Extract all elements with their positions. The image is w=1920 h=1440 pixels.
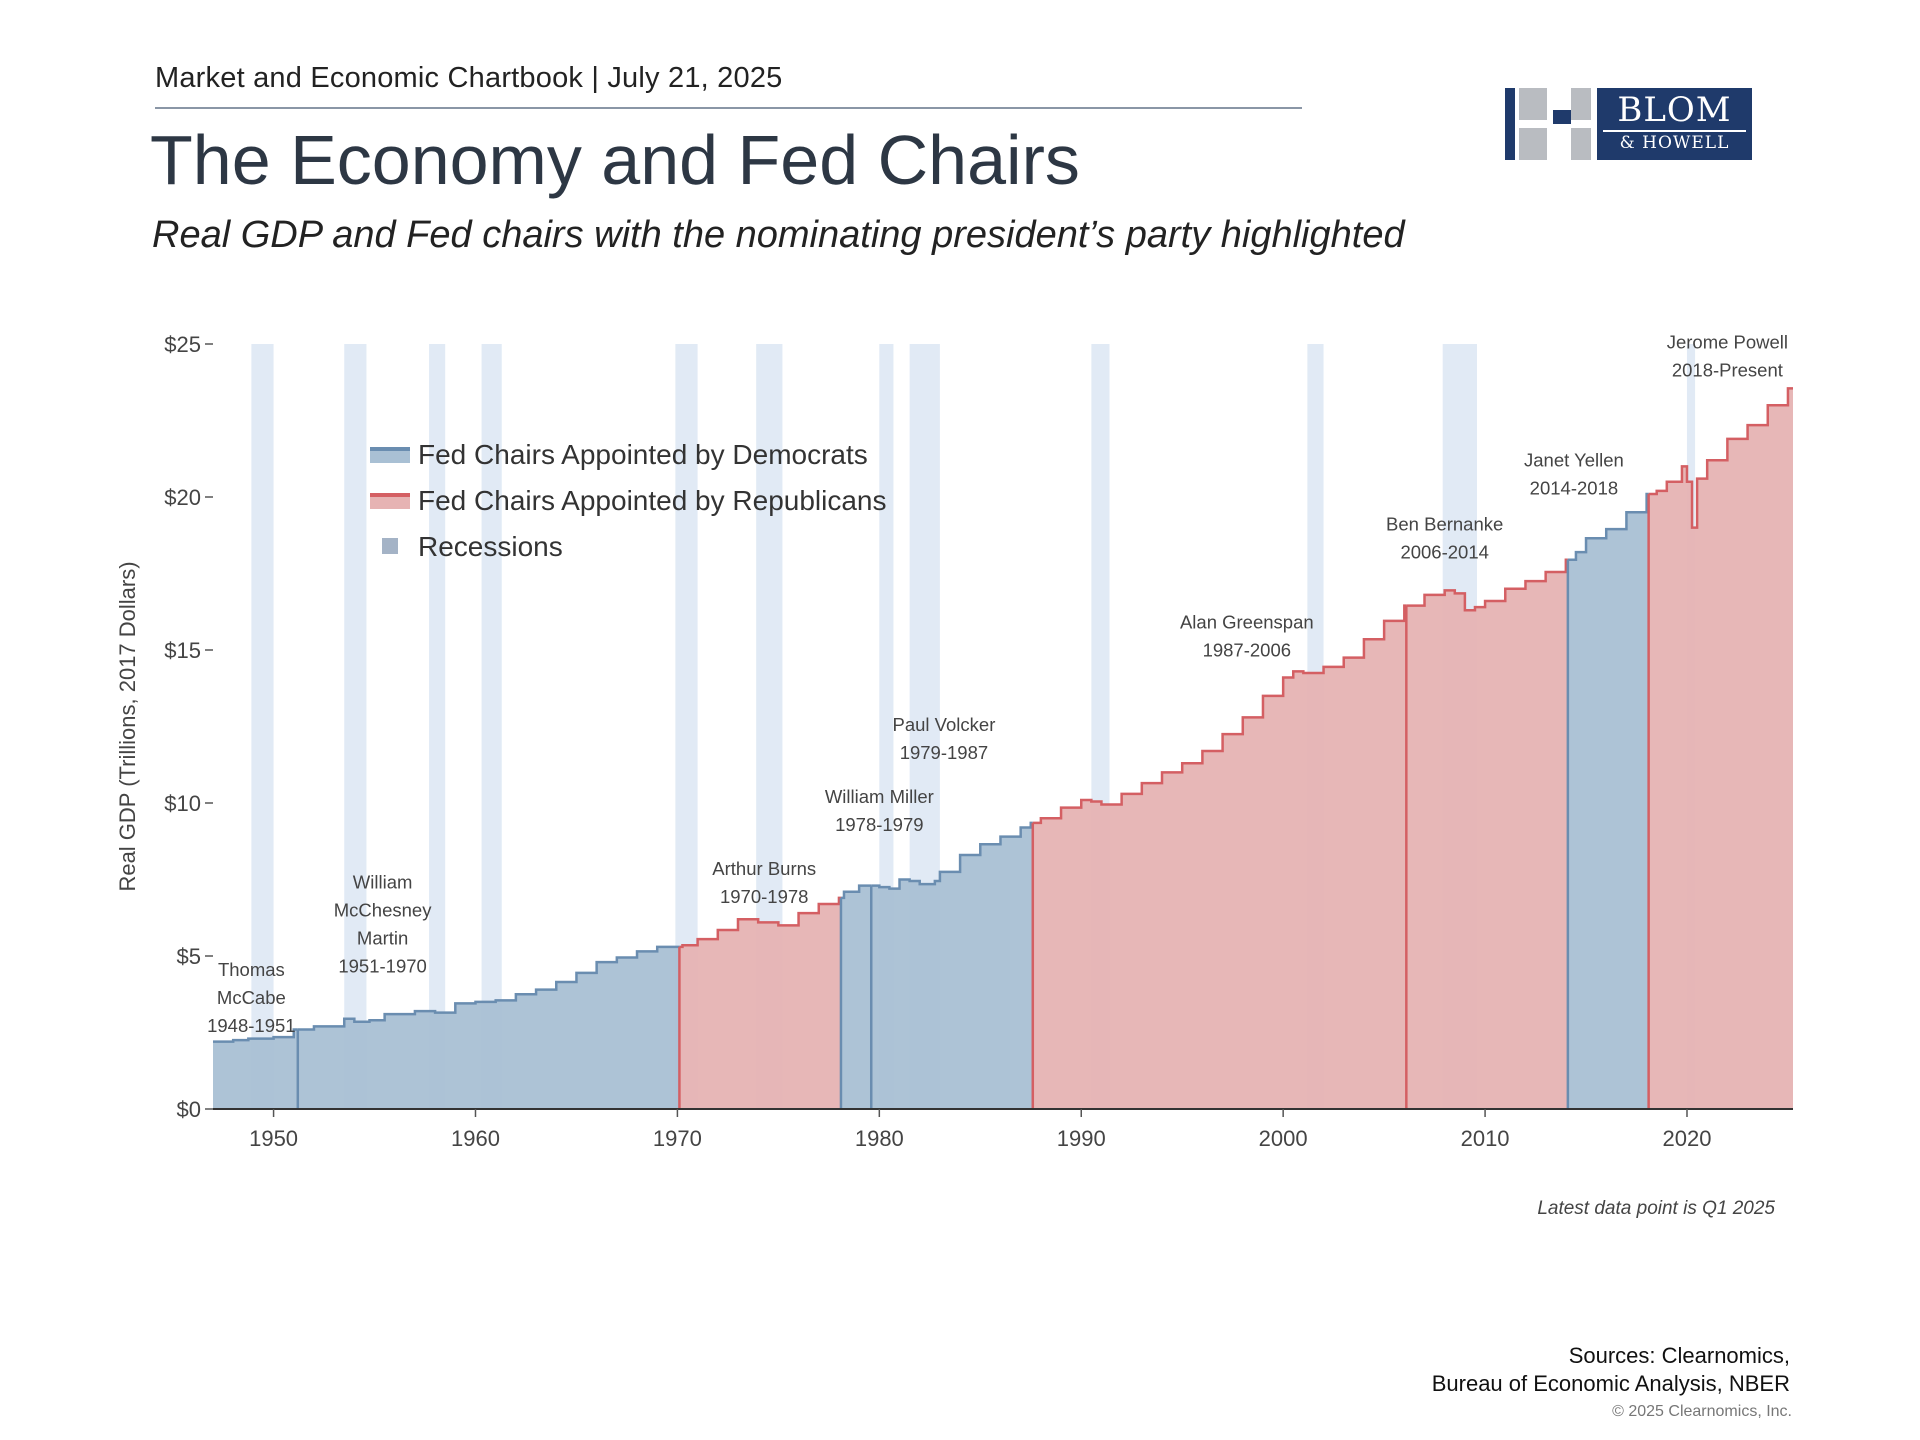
logo-word-blom: BLOM [1617, 90, 1732, 130]
x-tick-label: 2010 [1461, 1126, 1510, 1151]
fed-chair-label-line: 1978-1979 [835, 814, 923, 835]
fed-chair-label-line: William Miller [825, 786, 934, 807]
fed-chair-label: Janet Yellen 2014-2018 [1524, 449, 1624, 498]
fed-chair-label: Alan Greenspan 1987-2006 [1180, 612, 1314, 661]
legend-label: Fed Chairs Appointed by Democrats [418, 439, 868, 470]
fed-chair-label: Ben Bernanke 2006-2014 [1386, 514, 1503, 563]
y-tick-label: $15 [164, 638, 201, 663]
gdp-line-rep [1648, 387, 1793, 529]
fed-chair-label-line: Jerome Powell [1667, 332, 1788, 353]
fed-chair-label-line: William [353, 872, 413, 893]
fed-chair-label: Thomas McCabe 1948-1951 [207, 959, 295, 1036]
y-tick-label: $0 [177, 1097, 201, 1122]
fed-chair-label-line: Martin [357, 928, 408, 949]
gdp-area-dem [213, 1029, 298, 1109]
fed-chair-label-line: 2018-Present [1672, 360, 1783, 381]
fed-chair-label-line: 1970-1978 [720, 886, 808, 907]
recession-band [675, 344, 698, 1109]
x-tick-label: 1980 [855, 1126, 904, 1151]
recession-band [429, 344, 446, 1109]
fed-chair-label-line: Paul Volcker [893, 714, 996, 735]
gdp-area-rep [1648, 388, 1793, 1109]
sources-line-2: Bureau of Economic Analysis, NBER [1431, 1371, 1790, 1396]
fed-chair-label-line: Thomas [218, 959, 285, 980]
fed-chair-label-line: 2014-2018 [1530, 477, 1618, 498]
fed-chair-label-line: Alan Greenspan [1180, 612, 1314, 633]
gdp-line-dem [213, 1028, 298, 1043]
latest-data-note: Latest data point is Q1 2025 [1537, 1198, 1775, 1219]
page-subtitle: Real GDP and Fed chairs with the nominat… [152, 214, 1405, 256]
y-tick-label: $10 [164, 791, 201, 816]
logo-mark-icon [1505, 88, 1591, 160]
fed-chair-label-line: 1979-1987 [900, 742, 988, 763]
fed-chair-label-line: 1948-1951 [207, 1015, 295, 1036]
header-divider [155, 107, 1302, 109]
x-tick-label: 1970 [653, 1126, 702, 1151]
y-axis-label: Real GDP (Trillions, 2017 Dollars) [115, 561, 140, 891]
gdp-area-rep [679, 897, 841, 1109]
x-tick-label: 2000 [1259, 1126, 1308, 1151]
legend-swatch-dem [370, 449, 410, 463]
x-tick-label: 1960 [451, 1126, 500, 1151]
gdp-area-dem [297, 946, 680, 1109]
gdp-line-rep [679, 896, 841, 949]
fed-chair-label: William Miller 1978-1979 [825, 786, 934, 835]
fed-chair-label-line: Janet Yellen [1524, 449, 1624, 470]
recession-band [344, 344, 367, 1109]
sources-line-1: Sources: Clearnomics, [1568, 1343, 1790, 1368]
gdp-area-dem [840, 885, 872, 1109]
fed-chair-label-line: 1987-2006 [1203, 640, 1291, 661]
gdp-area-dem [871, 822, 1033, 1109]
logo-word-howell: & HOWELL [1603, 130, 1746, 152]
brand-logo: BLOM & HOWELL [1505, 88, 1755, 160]
legend-label: Recessions [418, 531, 563, 562]
fed-chair-label-line: Ben Bernanke [1386, 514, 1503, 535]
y-tick-label: $20 [164, 485, 201, 510]
sources-text: Sources: Clearnomics, Bureau of Economic… [1300, 1342, 1790, 1398]
fed-chair-label: Jerome Powell 2018-Present [1667, 332, 1788, 381]
x-tick-label: 1950 [249, 1126, 298, 1151]
gdp-line-dem [840, 884, 872, 900]
fed-chair-label-line: 1951-1970 [338, 956, 426, 977]
page-title: The Economy and Fed Chairs [150, 121, 1080, 199]
gdp-line-dem [871, 821, 1033, 890]
legend-swatch-rep [370, 495, 410, 509]
fed-chair-label-line: McCabe [217, 987, 286, 1008]
legend-label: Fed Chairs Appointed by Republicans [418, 485, 887, 516]
recession-band [481, 344, 502, 1109]
gdp-line-dem [297, 945, 680, 1031]
legend-swatch-recessions [382, 538, 398, 554]
fed-chair-label: William McChesney Martin 1951-1970 [334, 872, 432, 977]
gdp-line-rep [1032, 604, 1407, 825]
gdp-area-dem [1567, 493, 1649, 1109]
recession-band [251, 344, 274, 1109]
y-tick-label: $25 [164, 332, 201, 357]
fed-chair-label-line: 2006-2014 [1400, 542, 1488, 563]
fed-chair-label: Arthur Burns 1970-1978 [712, 858, 816, 907]
gdp-line-rep [1406, 558, 1568, 612]
gdp-line-dem [1567, 492, 1649, 561]
gdp-area-rep [1406, 559, 1568, 1109]
x-tick-label: 2020 [1663, 1126, 1712, 1151]
fed-chair-label: Paul Volcker 1979-1987 [893, 714, 996, 763]
x-tick-label: 1990 [1057, 1126, 1106, 1151]
logo-wordmark: BLOM & HOWELL [1597, 88, 1752, 160]
fed-chair-label-line: McChesney [334, 900, 432, 921]
chartbook-header: Market and Economic Chartbook | July 21,… [155, 62, 783, 94]
copyright-text: © 2025 Clearnomics, Inc. [1612, 1403, 1792, 1420]
y-tick-label: $5 [177, 944, 201, 969]
gdp-area-rep [1032, 605, 1407, 1109]
fed-chair-label-line: Arthur Burns [712, 858, 816, 879]
